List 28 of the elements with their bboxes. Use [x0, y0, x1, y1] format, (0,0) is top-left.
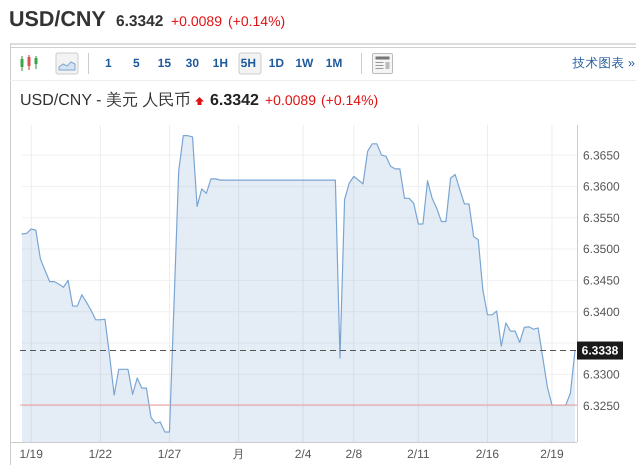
text: +0.0089 [265, 92, 316, 108]
text: 1 5 15 30 1H 5H 1D 1W 1M [104, 56, 342, 70]
y-tick-label: 6.3600 [583, 180, 620, 194]
text: 6.3342 [210, 92, 260, 109]
y-tick-label: 6.3550 [583, 210, 620, 225]
text: 技术图表 » [572, 56, 636, 70]
text: (+0.14%) [228, 13, 286, 29]
text: +0.0089 [171, 13, 222, 29]
y-tick-label: 6.3300 [583, 368, 620, 382]
text: (+0.14%) [321, 92, 378, 108]
x-tick-label: 2/11 [407, 447, 430, 461]
x-tick-label: 1/27 [158, 447, 182, 461]
chart-title: USD/CNY [9, 7, 106, 31]
y-tick-label: 6.3500 [583, 242, 620, 256]
ref-line-label: 6.3338 [582, 344, 619, 358]
text: 6.3342 [116, 13, 164, 30]
x-tick-label: 2/16 [476, 447, 500, 461]
x-tick-label: 1/19 [20, 447, 44, 461]
y-tick-label: 6.3400 [583, 304, 620, 319]
x-tick-label: 2/8 [345, 447, 362, 461]
y-tick-label: 6.3250 [583, 398, 620, 413]
x-tick-label: 2/19 [540, 447, 564, 461]
y-tick-label: 6.3650 [583, 148, 620, 162]
chart-subtitle: USD/CNY - 美元 人民币 [20, 91, 190, 109]
x-tick-label: 1/22 [88, 447, 112, 461]
x-tick-label: 月 [232, 447, 245, 461]
x-tick-label: 2/4 [294, 447, 312, 461]
y-tick-label: 6.3450 [583, 274, 620, 288]
